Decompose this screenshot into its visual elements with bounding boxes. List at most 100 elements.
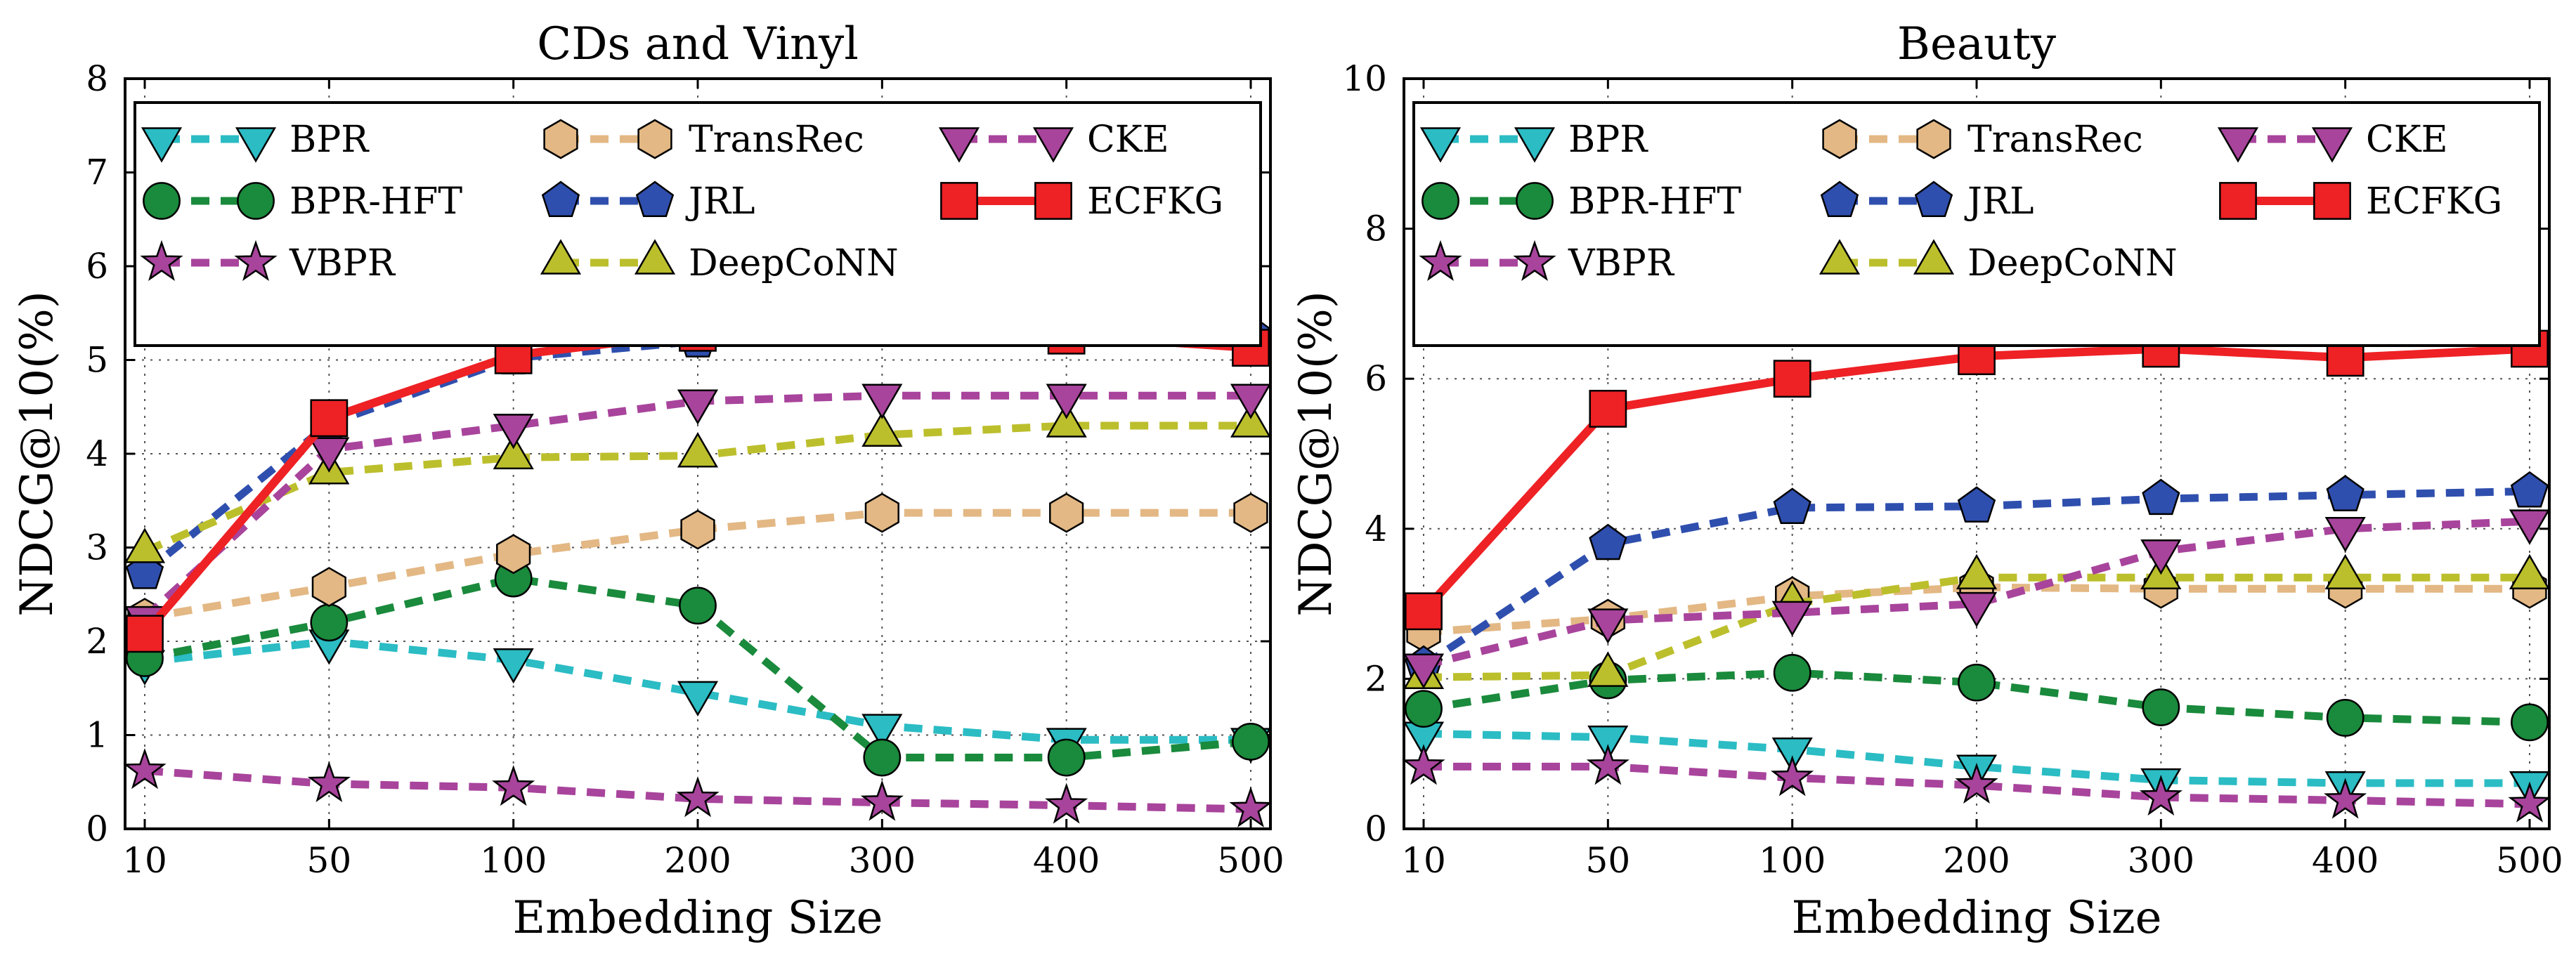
data-point-deepconn: [861, 411, 903, 447]
legend: BPR BPR-HFT VBPR TransRec JRL DeepCoNN CKE ECFK…: [1412, 101, 2541, 347]
data-point-vbpr: [676, 776, 720, 818]
legend-marker: [940, 182, 978, 220]
data-point-vbpr: [1586, 744, 1629, 785]
legend-marker: [1419, 240, 1462, 281]
data-point-cke: [1587, 608, 1629, 644]
data-point-cke: [861, 384, 903, 419]
x-axis-title: Embedding Size: [1791, 892, 2161, 944]
legend-item-bpr-hft: BPR-HFT: [1422, 181, 1741, 223]
y-tick-label: 4: [1365, 509, 1387, 549]
legend-marker: [1422, 182, 1459, 220]
legend-marker: [1820, 181, 1859, 218]
legend-item-jrl: JRL: [1820, 181, 2034, 223]
series-vbpr: [1402, 744, 2551, 823]
legend-label: DeepCoNN: [1967, 242, 2178, 284]
y-tick-label: 2: [86, 621, 108, 662]
data-point-cke: [677, 389, 719, 425]
data-point-bpr-hft: [2511, 703, 2549, 742]
legend-marker: [234, 240, 278, 281]
legend-box: [134, 101, 1262, 347]
chart-panel-beauty: Beauty 0 2 4 6 8 10 10 50 100 200 300 400 500 Embeddin…: [1290, 18, 2563, 944]
data-point-transrec: [864, 492, 899, 533]
data-point-bpr: [861, 714, 903, 749]
x-axis-title: Embedding Size: [512, 892, 883, 944]
legend-marker: [2217, 127, 2259, 163]
x-tick-label: 500: [1217, 840, 1284, 881]
data-point-deepconn: [2509, 553, 2551, 589]
x-tick-label: 300: [2128, 840, 2194, 881]
data-point-cke: [2509, 509, 2551, 545]
data-point-cke: [1771, 601, 1813, 637]
data-point-vbpr: [492, 765, 535, 806]
data-point-bpr-hft: [1047, 738, 1086, 777]
y-tick-label: 5: [86, 340, 108, 381]
data-point-deepconn: [124, 528, 166, 563]
y-tick-label: 8: [86, 58, 108, 99]
y-tick-label: 6: [86, 246, 108, 287]
y-tick-label: 4: [86, 433, 108, 474]
legend-marker: [938, 127, 980, 163]
data-point-vbpr: [123, 748, 167, 790]
x-tick-label: 300: [849, 840, 916, 881]
data-point-deepconn: [1046, 402, 1087, 438]
data-point-vbpr: [307, 761, 351, 802]
data-point-transrec: [311, 567, 346, 608]
chart-title: Beauty: [1897, 18, 2056, 70]
y-tick-label: 3: [86, 528, 108, 568]
legend-item-bpr-hft: BPR-HFT: [143, 181, 462, 223]
legend-item-vbpr: VBPR: [140, 240, 396, 284]
data-point-vbpr: [1229, 786, 1273, 827]
x-tick-label: 500: [2496, 840, 2563, 881]
data-point-bpr-hft: [863, 738, 902, 777]
x-tick-label: 200: [664, 840, 731, 881]
legend-marker: [1916, 119, 1951, 159]
legend-marker: [2311, 127, 2353, 163]
data-point-vbpr: [1955, 762, 1998, 804]
y-tick-label: 0: [1365, 808, 1387, 849]
legend-marker: [1516, 182, 1554, 220]
data-point-bpr-hft: [1232, 722, 1270, 761]
series-bpr: [124, 629, 1272, 764]
data-point-cke: [1956, 591, 1998, 628]
data-point-cke: [2324, 517, 2366, 553]
legend-label: VBPR: [1568, 242, 1675, 284]
chart-panel-cds-and-vinyl: CDs and Vinyl 0 1 2 3 4 5 6 7 8 10 50 100 200 300 400 50…: [11, 18, 1284, 944]
series-ecfkg: [1405, 329, 2549, 631]
legend-label: TransRec: [689, 119, 864, 161]
data-point-bpr-hft: [1405, 690, 1443, 728]
series-cke: [1403, 509, 2551, 689]
legend-item-deepconn: DeepCoNN: [540, 239, 899, 284]
legend: BPR BPR-HFT VBPR TransRec JRL DeepCoNN CKE ECFK…: [134, 101, 1262, 347]
x-tick-label: 50: [307, 840, 352, 881]
data-point-jrl: [2142, 478, 2180, 516]
legend-marker: [143, 182, 181, 220]
data-point-jrl: [2326, 475, 2364, 511]
legend-marker: [235, 127, 277, 163]
data-point-bpr: [493, 648, 534, 684]
legend-marker: [1034, 182, 1072, 220]
data-point-ecfkg: [1773, 360, 1811, 398]
data-point-deepconn: [1230, 402, 1272, 438]
legend-item-transrec: TransRec: [1822, 119, 2143, 161]
legend-box: [1412, 101, 2541, 347]
legend-item-ecfkg: ECFKG: [940, 181, 1223, 223]
y-tick-label: 1: [86, 715, 108, 756]
series-vbpr: [123, 748, 1273, 827]
data-point-vbpr: [860, 780, 904, 821]
legend-item-bpr: BPR: [141, 119, 370, 163]
legend-item-transrec: TransRec: [543, 119, 864, 161]
series-bpr-hft: [1405, 653, 2549, 742]
data-point-deepconn: [1587, 651, 1629, 687]
legend-marker: [540, 239, 582, 275]
x-tick-label: 10: [1401, 840, 1446, 881]
x-tick-label: 10: [122, 840, 167, 881]
plot-area-frame: [1403, 77, 2551, 830]
y-tick-label: 7: [86, 152, 108, 193]
legend-label: VBPR: [289, 242, 396, 284]
data-point-deepconn: [2324, 553, 2366, 589]
y-tick-label: 6: [1365, 358, 1387, 399]
legend-marker: [140, 240, 183, 281]
legend-label: DeepCoNN: [689, 242, 899, 284]
legend-marker: [1914, 181, 1953, 218]
